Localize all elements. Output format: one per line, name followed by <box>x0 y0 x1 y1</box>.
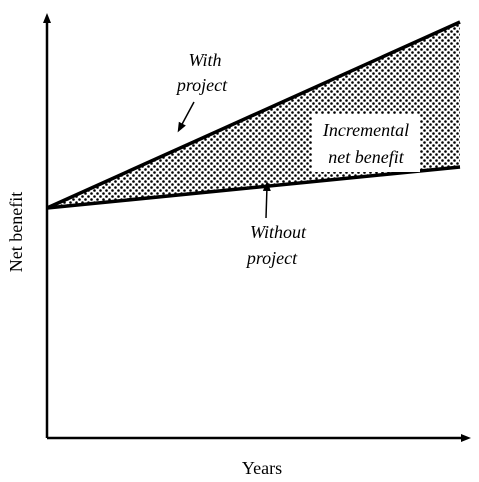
with-project-line <box>46 20 461 210</box>
without-project-label: Without <box>250 222 307 242</box>
pointer-arrow <box>177 101 195 133</box>
pointer-arrow <box>262 181 271 219</box>
label-background <box>312 114 420 172</box>
without-project-label: project <box>245 248 298 268</box>
without-project-line <box>46 165 461 210</box>
incremental-label: net benefit <box>328 147 404 167</box>
incremental-label: Incremental <box>322 120 409 140</box>
with-project-label: project <box>175 75 228 95</box>
y-axis-label: Net benefit <box>6 192 26 272</box>
with-project-label: With <box>188 50 221 70</box>
x-axis-label: Years <box>242 458 282 478</box>
